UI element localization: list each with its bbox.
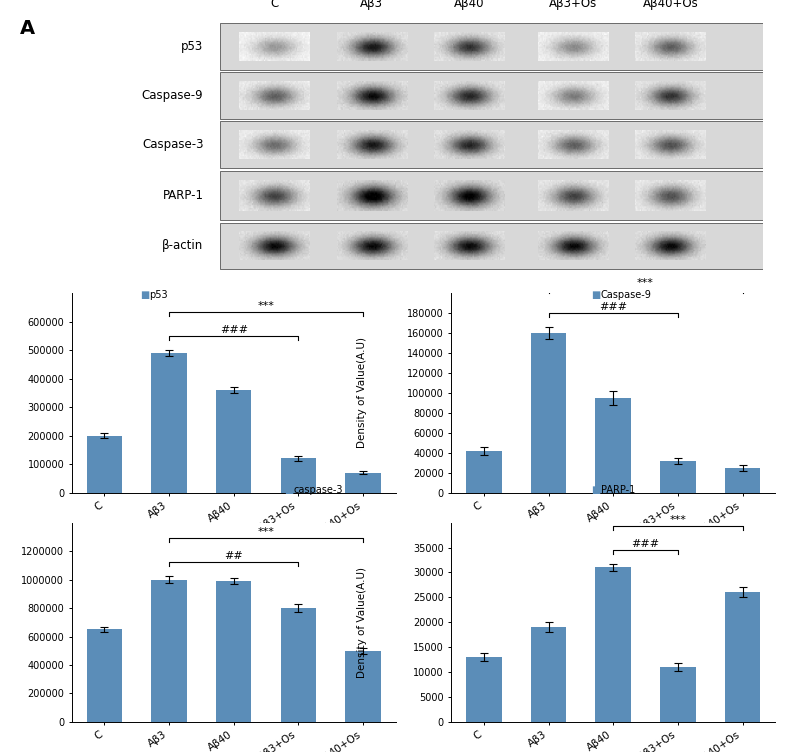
Bar <box>86 435 122 493</box>
Bar <box>345 650 381 722</box>
Bar <box>220 23 763 69</box>
Y-axis label: Density of Value(A.U): Density of Value(A.U) <box>357 567 368 678</box>
Bar <box>216 581 252 722</box>
Text: Caspase-9: Caspase-9 <box>601 290 652 299</box>
Text: PARP-1: PARP-1 <box>601 485 635 495</box>
Bar <box>345 473 381 493</box>
Bar <box>725 468 761 493</box>
Text: ***: *** <box>257 527 275 537</box>
Text: Aβ40: Aβ40 <box>455 0 485 10</box>
Text: ###: ### <box>599 302 627 312</box>
Text: ■: ■ <box>284 485 293 495</box>
Text: ■: ■ <box>591 290 601 299</box>
Bar <box>220 223 763 269</box>
Text: ***: *** <box>637 278 654 288</box>
Text: Aβ40+Os: Aβ40+Os <box>643 0 698 10</box>
Text: caspase-3: caspase-3 <box>293 485 343 495</box>
Bar <box>531 627 566 722</box>
Text: Caspase-3: Caspase-3 <box>142 138 204 151</box>
Y-axis label: Density of Value(A.U): Density of Value(A.U) <box>357 338 368 448</box>
Text: Aβ3: Aβ3 <box>360 0 384 10</box>
Bar <box>466 657 502 722</box>
Bar <box>660 667 696 722</box>
Bar <box>151 580 187 722</box>
Bar <box>466 450 502 493</box>
Bar <box>595 568 631 722</box>
Text: ##: ## <box>225 551 243 561</box>
Text: ■: ■ <box>140 290 149 299</box>
Bar <box>531 333 566 493</box>
Text: p53: p53 <box>181 40 204 53</box>
Text: ***: *** <box>670 515 686 525</box>
Bar <box>216 390 252 493</box>
Text: ***: *** <box>257 302 275 311</box>
Bar <box>220 121 763 168</box>
Text: PARP-1: PARP-1 <box>162 189 204 202</box>
Text: ###: ### <box>631 539 660 549</box>
Text: ■: ■ <box>591 485 601 495</box>
Text: β-actin: β-actin <box>162 239 204 253</box>
Bar <box>280 459 316 493</box>
Text: Aβ3+Os: Aβ3+Os <box>549 0 597 10</box>
Text: Caspase-9: Caspase-9 <box>141 89 204 102</box>
Text: p53: p53 <box>149 290 168 299</box>
Bar <box>280 608 316 722</box>
Text: A: A <box>20 19 35 38</box>
Bar <box>220 72 763 119</box>
Bar <box>220 171 763 220</box>
Text: C: C <box>270 0 278 10</box>
Bar <box>595 398 631 493</box>
Bar <box>725 593 761 722</box>
Bar <box>86 629 122 722</box>
Bar <box>151 353 187 493</box>
Text: ###: ### <box>220 326 248 335</box>
Bar <box>660 461 696 493</box>
